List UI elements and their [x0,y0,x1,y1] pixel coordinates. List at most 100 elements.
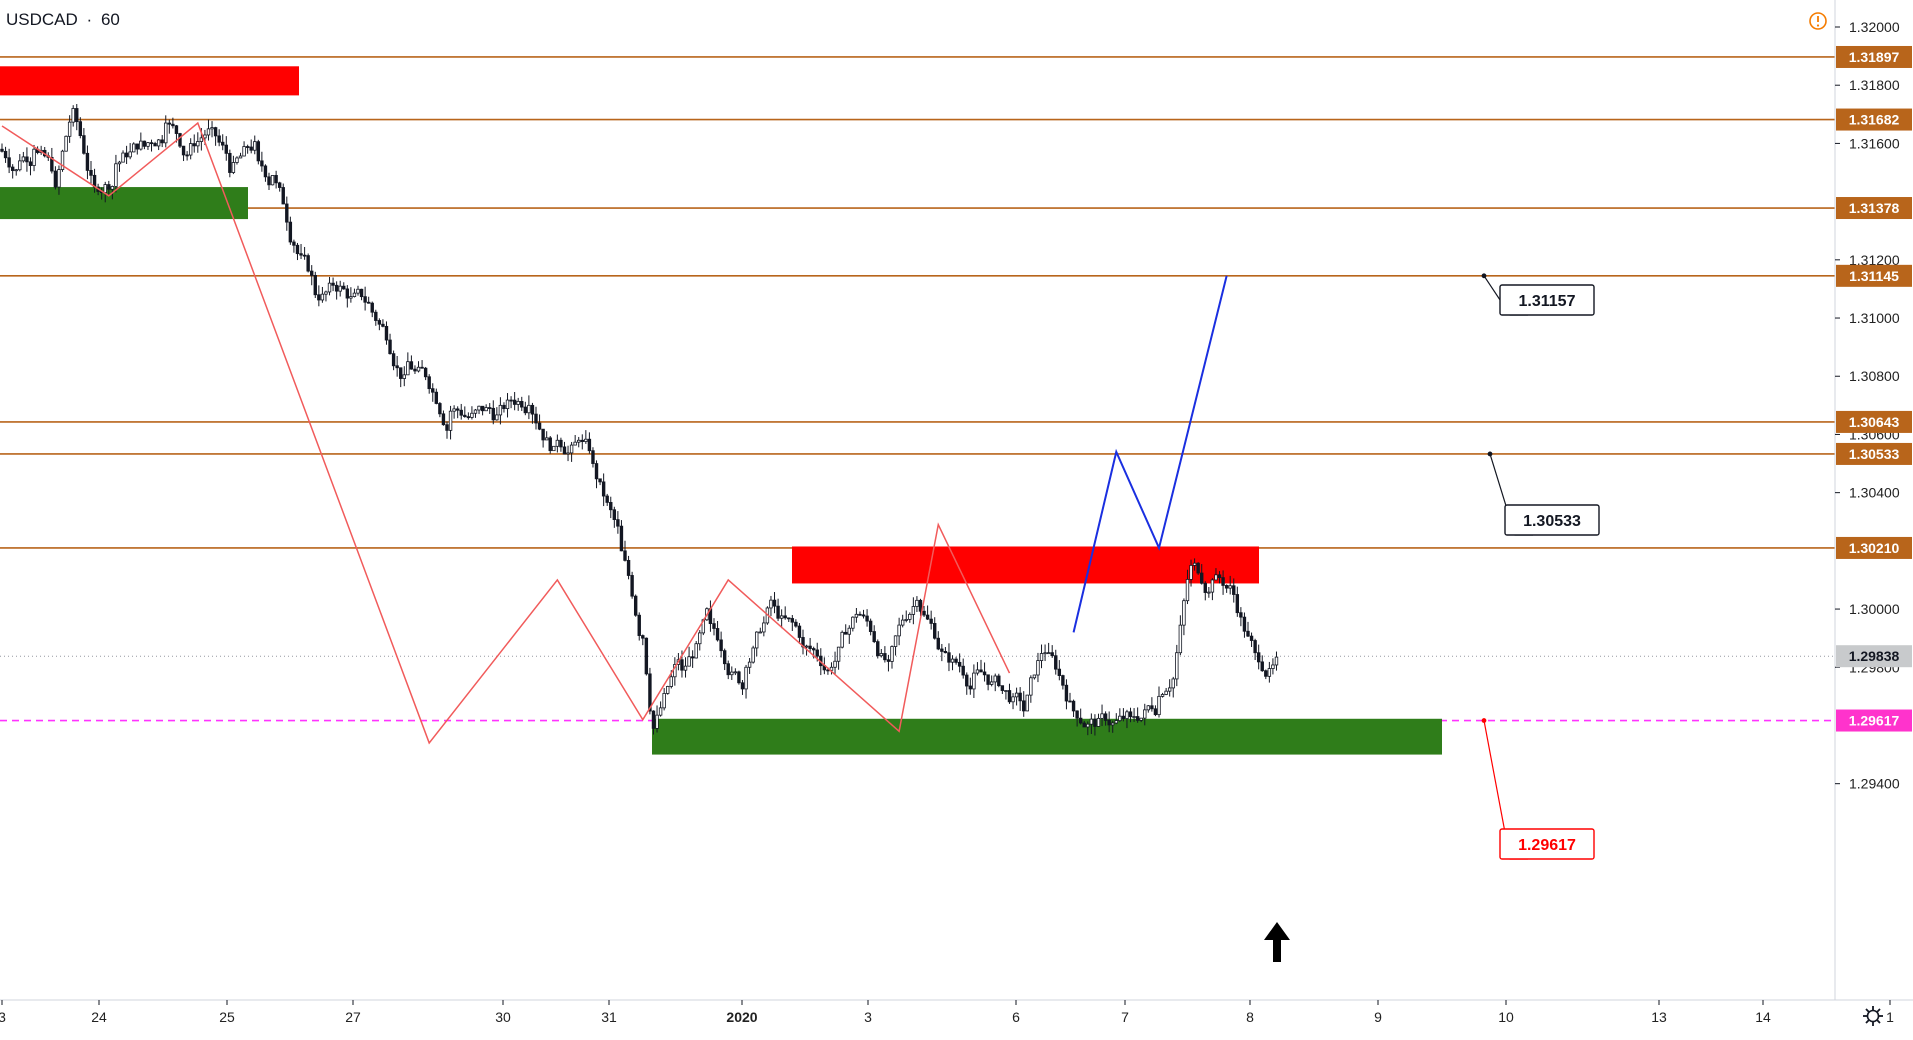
candle-body [904,618,908,621]
x-tick-label: 14 [1755,1009,1771,1025]
level-price-label-text: 1.31145 [1849,268,1899,284]
candle-body [612,509,617,521]
y-tick-label: 1.31600 [1849,135,1900,151]
candle-body [918,599,923,612]
candle-body [694,643,698,659]
candle-body [349,296,353,299]
candle-body [7,157,11,168]
candle-body [712,623,716,629]
candle-body [1143,709,1147,719]
candle-body [851,616,855,629]
candle-body [217,135,221,143]
candle-body [619,525,624,552]
price-callout[interactable]: 1.31157 [1481,273,1595,316]
candle-body [936,637,940,650]
y-tick-label: 1.30800 [1849,368,1900,384]
candle-body [836,646,841,662]
candle-body [584,438,588,442]
x-tick-label: 10 [1498,1009,1514,1025]
candle-body [961,665,965,676]
candle-body [1228,585,1232,589]
x-tick-label: 30 [495,1009,511,1025]
candle-body [1096,717,1101,727]
candle-body [1039,653,1044,661]
projection-path [1072,275,1228,633]
candle-body [317,294,321,301]
time-axis[interactable]: 3 24 25 27 30 31 2020 3 6 7 8 9 10 13 14 1 [0,999,1913,1025]
candle-body [374,311,378,321]
x-tick-label: 6 [1012,1009,1020,1025]
candle-body [60,150,65,170]
candle-body [114,163,118,187]
level-price-label: 1.30210 [1836,536,1912,559]
candle-body [534,413,538,424]
candle-body [1192,562,1197,566]
candle-body [1000,685,1005,691]
candle-body [281,187,285,205]
price-callout[interactable]: 1.29617 [1481,718,1595,860]
price-callout[interactable]: 1.30533 [1487,451,1600,536]
candle-body [1118,715,1122,721]
candle-body [253,141,257,151]
candle-body [993,675,997,683]
candle-body [267,176,271,186]
candle-body [854,613,859,618]
candle-body [10,166,15,171]
candle-body [402,374,406,379]
candle-body [562,446,567,455]
candle-body [598,478,602,483]
candle-body [790,618,795,623]
candle-body [188,143,193,156]
candle-body [616,519,620,527]
candle-body [331,282,335,286]
candle-body [399,367,403,379]
candle-body [64,135,68,152]
callout-value: 1.30533 [1523,513,1581,530]
exclamation-circle-icon[interactable] [1809,12,1827,30]
x-tick-label: 27 [345,1009,361,1025]
candle-body [1189,565,1193,580]
candle-body [861,614,866,617]
candle-body [139,140,143,150]
candle-body [986,674,990,685]
candle-body [3,150,8,159]
candle-body [1132,716,1136,718]
level-price-label-text: 1.31378 [1849,200,1900,216]
candle-body [758,631,762,634]
candle-body [811,648,816,651]
settings-gear-icon[interactable] [1863,1006,1883,1026]
candle-body [178,133,182,147]
candle-body [78,121,83,137]
horizontal-levels [0,56,1835,722]
candle-body [57,169,61,188]
candle-body [943,650,948,654]
candle-body [228,152,232,173]
candle-body [957,661,962,667]
candle-body [566,452,570,455]
candle-body [313,275,317,296]
candle-body [886,659,891,662]
candle-body [174,125,179,134]
candle-body [324,291,328,295]
candle-body [1100,713,1104,719]
candle-body [900,619,905,626]
candle-body [480,405,485,412]
candle-body [1249,635,1254,641]
candle-body [299,253,303,256]
candle-body [434,391,439,404]
candle-body [591,450,595,464]
candle-body [164,122,168,144]
candle-body [1071,700,1076,712]
candle-body [203,134,207,139]
price-axis[interactable]: 1.32000 1.31800 1.31600 1.31200 1.31000 1.308… [1834,0,1912,1000]
candle-body [1093,718,1097,727]
candle-body [377,320,382,325]
price-callouts[interactable]: 1.31157 1.30533 1.29617 [1481,273,1600,860]
level-price-label: 1.30643 [1836,410,1912,433]
level-price-label: 1.30533 [1836,442,1912,465]
candle-body [872,631,876,643]
zones [0,66,1442,755]
zigzag-pattern [1,121,1011,745]
